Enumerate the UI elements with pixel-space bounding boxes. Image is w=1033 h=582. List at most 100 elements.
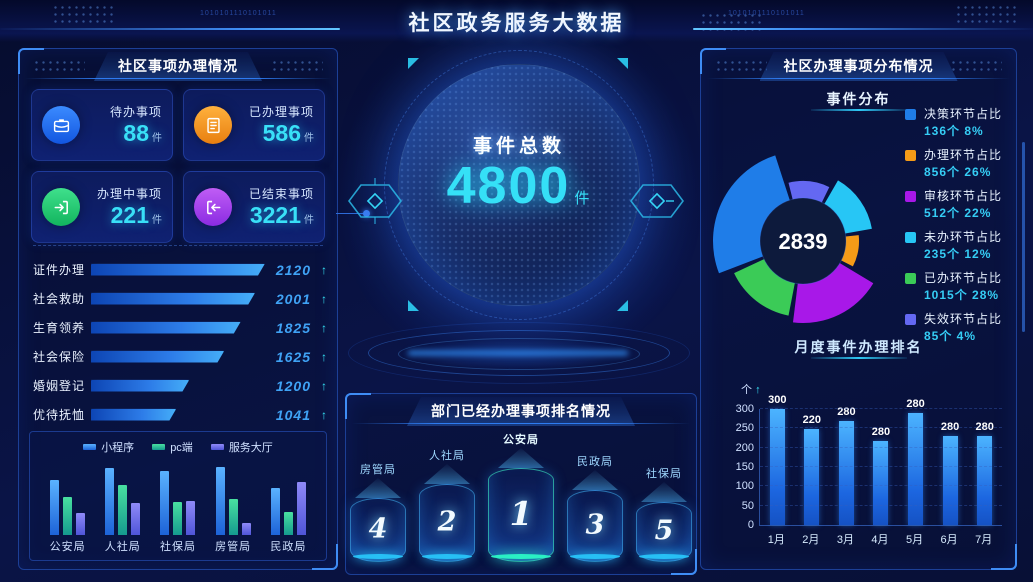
stat-card-body: 办理中事项 221 件 (80, 185, 164, 228)
hbar-fill (91, 351, 224, 363)
pie-chart-legend: 决策环节占比 136个 8% 办理环节占比 856个 26% 审核环节占比 512个 22… (905, 107, 1012, 353)
hbar-value: 1625 (275, 348, 311, 365)
platform-ellipse (348, 322, 690, 384)
dot-matrix-decoration (271, 59, 323, 73)
y-axis-unit: 个 ↑ (741, 381, 761, 397)
bar (228, 499, 238, 535)
stat-card-number: 3221 (249, 202, 301, 229)
category-label: 7月 (975, 534, 993, 546)
tab-underline (707, 78, 1010, 79)
hbar-label: 生育领养 (33, 321, 86, 335)
legend-value: 1015个 28% (924, 288, 1000, 302)
subtitle-underline (810, 357, 907, 359)
exit-arrow-icon (194, 188, 232, 226)
right-panel-title: 社区办理事项分布情况 (760, 52, 958, 81)
gridline: 300 (736, 403, 1002, 415)
globe-text: 事件总数 4800 件 (399, 131, 639, 215)
hbar-label: 证件办理 (33, 263, 86, 277)
stat-card-label: 已办理事项 (248, 105, 314, 120)
bar (105, 468, 115, 535)
hbar-fill (91, 380, 189, 392)
legend-value: 235个 12% (924, 247, 992, 261)
stat-card-label: 已结束事项 (248, 187, 314, 202)
podium-dept-label: 公安局 (503, 434, 539, 446)
hbar-row: 优待抚恤 1041 ↑ (33, 400, 327, 429)
bar-value-label: 280 (837, 406, 856, 418)
stat-card-unit: 件 (304, 215, 314, 227)
bar (873, 441, 889, 525)
stat-cards: 待办事项 88 件已办理事项 586 件办理中事项 221 件已结束事项 3221 件 (31, 89, 325, 243)
stat-card-unit: 件 (152, 133, 162, 145)
divider (33, 245, 323, 246)
legend-label: 小程序 (101, 442, 135, 454)
stat-card: 已结束事项 3221 件 (183, 171, 325, 243)
hbar-label: 社会救助 (33, 292, 86, 306)
bar-column: 300 (768, 394, 786, 525)
monthly-chart-bars: 300 220 280 280 280 280 280 (760, 394, 1002, 525)
legend-swatch (905, 232, 916, 243)
hbar-label: 社会保险 (33, 350, 86, 364)
stat-card-value: 221 件 (80, 202, 162, 228)
bar (769, 409, 785, 525)
bar-value-label: 220 (802, 414, 822, 426)
bar-column: 280 (941, 421, 959, 525)
left-panel-title: 社区事项办理情况 (94, 52, 262, 81)
category-label: 4月 (871, 534, 889, 546)
total-events-value: 4800 件 (399, 157, 639, 215)
hbar-label: 优待抚恤 (33, 408, 86, 422)
y-tick-label: 50 (741, 499, 754, 512)
bar (241, 523, 251, 535)
ranking-panel-header: 部门已经办理事项排名情况 (346, 394, 696, 424)
binary-decoration: 1010101110101011 (728, 10, 805, 17)
legend-text: 审核环节占比 512个 22% (924, 189, 1002, 221)
up-arrow-icon: ↑ (321, 320, 327, 335)
platform-ellipse (368, 330, 670, 376)
stat-card-value: 3221 件 (232, 202, 314, 228)
legend-swatch (905, 109, 916, 120)
legend-item: 小程序 (83, 439, 134, 455)
stat-card: 待办事项 88 件 (31, 89, 173, 161)
pie-center-total: 2839 (779, 229, 828, 254)
podium-cylinder: 3 (567, 490, 623, 562)
hbar-fill (91, 264, 265, 276)
legend-label: 办理环节占比 (924, 148, 1003, 162)
hbar-track (91, 351, 265, 363)
monthly-chart-title: 月度事件办理排名 (794, 339, 923, 355)
stat-card: 已办理事项 586 件 (183, 89, 325, 161)
bar (270, 488, 280, 535)
total-events-unit: 件 (574, 190, 592, 207)
up-arrow-icon: ↑ (321, 291, 327, 306)
bar (804, 429, 820, 525)
legend-value: 136个 8% (924, 124, 984, 138)
legend-text: 未办环节占比 235个 12% (924, 230, 1002, 262)
bar (908, 413, 924, 525)
hbar-row: 社会保险 1625 ↑ (33, 342, 327, 371)
ring-corner-marker-icon (408, 300, 419, 311)
tab-underline (25, 78, 331, 79)
department-podium: 房管局 4 人社局 2 公安局 1 民政局 3 社保局 5 (346, 431, 696, 562)
left-panel-header: 社区事项办理情况 (19, 49, 337, 79)
briefcase-icon (42, 106, 80, 144)
grouped-chart-categories: 公安局 人社局 社保局 房管局 民政局 (40, 538, 316, 554)
legend-swatch (210, 444, 224, 450)
category-label: 6月 (940, 534, 958, 546)
up-arrow-icon: ↑ (755, 384, 761, 396)
bar-value-label: 280 (975, 421, 994, 433)
ring-corner-marker-icon (408, 58, 419, 69)
stat-card-label: 待办事项 (109, 105, 162, 120)
hbar-track (91, 322, 265, 334)
scrollbar-decoration (1022, 142, 1025, 332)
pie-center (759, 197, 847, 285)
category-label: 社保局 (159, 541, 196, 553)
pie-chart-title: 事件分布 (826, 91, 891, 107)
up-arrow-icon: ↑ (321, 349, 327, 364)
legend-item: 已办环节占比 1015个 28% (905, 271, 1012, 303)
dot-matrix-decoration (52, 4, 116, 26)
stat-card-label: 办理中事项 (96, 187, 162, 202)
header: 1010101110101011 1010101110101011 社区政务服务… (0, 0, 1033, 42)
y-tick-label: 0 (747, 519, 754, 531)
legend-label: 审核环节占比 (924, 189, 1003, 203)
podium-item: 房管局 4 (350, 461, 406, 562)
hbar-value: 2120 (275, 261, 311, 278)
